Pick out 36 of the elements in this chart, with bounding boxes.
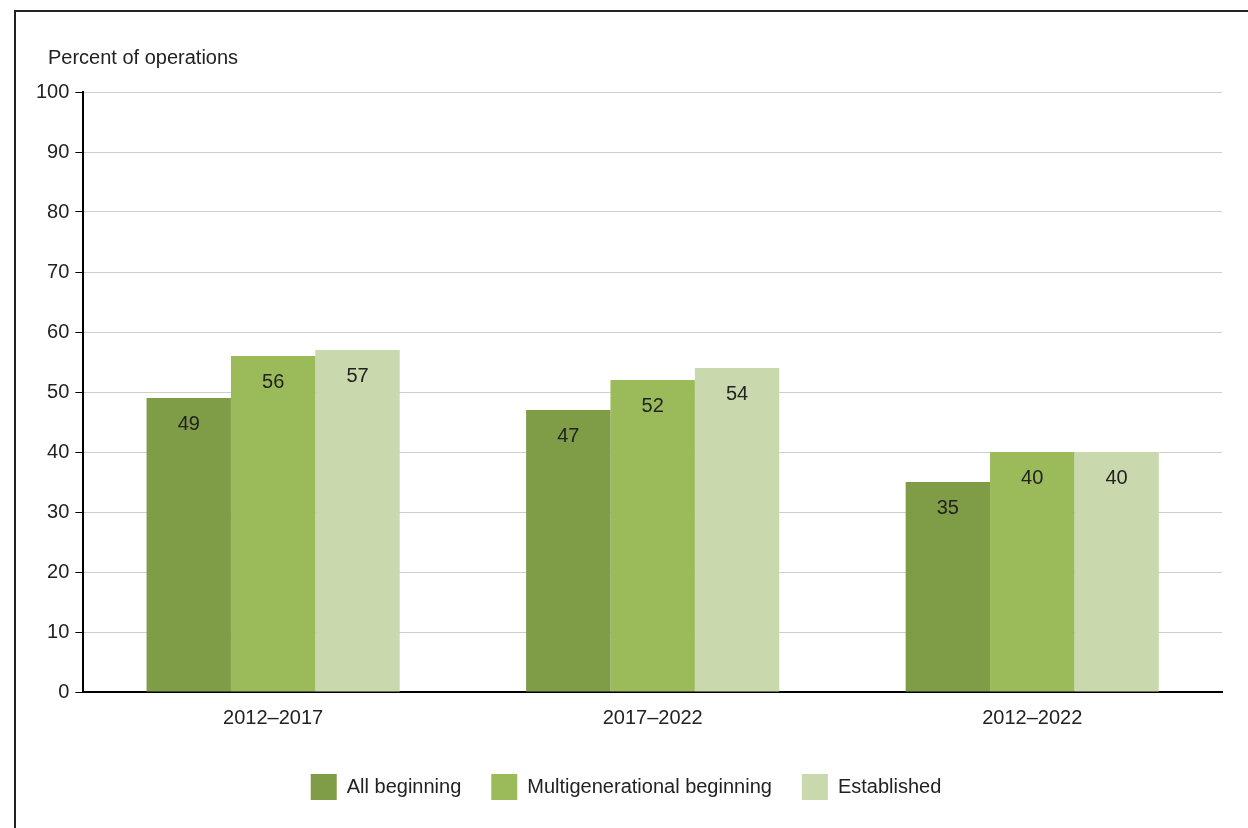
data-label: 47 (557, 423, 580, 446)
y-tick-label: 0 (58, 679, 70, 702)
x-tick-label: 2017–2022 (602, 705, 703, 728)
x-tick-label: 2012–2017 (223, 705, 324, 728)
legend-label: Established (837, 774, 942, 797)
data-label: 56 (262, 369, 285, 392)
bar (990, 452, 1075, 692)
bar (905, 482, 991, 692)
data-label: 54 (725, 381, 749, 404)
y-tick-label: 40 (47, 439, 70, 462)
data-label: 40 (1105, 465, 1128, 488)
y-tick-label: 10 (47, 619, 70, 642)
bar (146, 398, 231, 692)
y-tick-label: 20 (47, 559, 70, 582)
data-label: 35 (936, 495, 959, 518)
legend-label: All beginning (346, 774, 462, 797)
bar (610, 380, 695, 692)
y-tick-label: 70 (47, 259, 70, 282)
data-label: 57 (346, 363, 369, 386)
data-label: 52 (641, 393, 664, 416)
bar (230, 356, 316, 692)
bar (315, 350, 400, 692)
y-tick-label: 50 (47, 379, 70, 402)
y-tick-label: 80 (47, 199, 70, 222)
data-label: 40 (1021, 465, 1044, 488)
y-axis-title: Percent of operations (48, 45, 239, 68)
y-tick-label: 100 (35, 79, 70, 102)
y-tick-label: 30 (47, 499, 70, 522)
data-label: 49 (177, 411, 200, 434)
bar (526, 410, 611, 692)
bar (694, 368, 780, 692)
y-tick-label: 60 (47, 319, 70, 342)
legend-label: Multigenerational beginning (527, 774, 772, 797)
x-tick-label: 2012–2022 (982, 705, 1083, 728)
y-tick-label: 90 (47, 139, 70, 162)
bar (1074, 452, 1159, 692)
